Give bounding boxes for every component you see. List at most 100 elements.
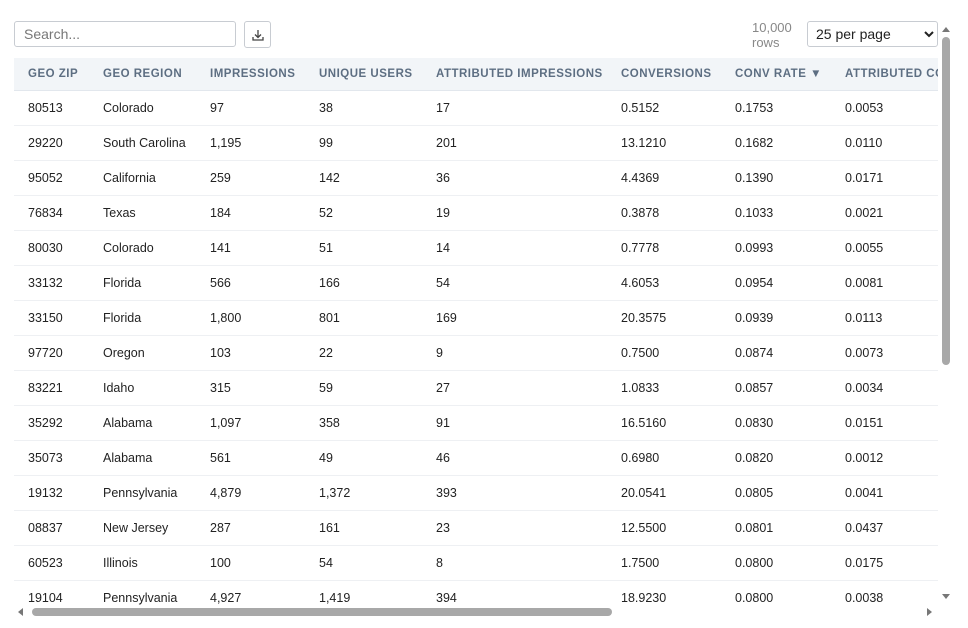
table-cell: 0.0073 [831, 335, 938, 371]
table-cell: Pennsylvania [89, 580, 196, 606]
table-cell: 20.3575 [607, 300, 721, 336]
table-cell: 17 [422, 90, 607, 126]
table-row: 80030 Colorado 141 51 14 0.7778 0.0993 0.0055 [14, 230, 938, 266]
table-cell: Idaho [89, 370, 196, 406]
row-count-value: 10,000 [752, 20, 792, 35]
table-cell: 561 [196, 440, 305, 476]
table-cell: 20.0541 [607, 475, 721, 511]
search-input[interactable] [14, 21, 236, 47]
table-cell: 51 [305, 230, 422, 266]
table-cell: 0.0034 [831, 370, 938, 406]
table-cell: Illinois [89, 545, 196, 581]
table-row: 80513 Colorado 97 38 17 0.5152 0.1753 0.0053 [14, 90, 938, 126]
table-cell: 566 [196, 265, 305, 301]
table-cell: 46 [422, 440, 607, 476]
table-row: 95052 California 259 142 36 4.4369 0.1390 0.017… [14, 160, 938, 196]
table-cell: 22 [305, 335, 422, 371]
column-header[interactable]: ATTRIBUTED CO [831, 58, 938, 91]
table-cell: 16.5160 [607, 405, 721, 441]
table-cell: 0.0012 [831, 440, 938, 476]
table-cell: 36 [422, 160, 607, 196]
table-cell: 97 [196, 90, 305, 126]
column-header[interactable]: IMPRESSIONS [196, 58, 305, 91]
table-cell: 60523 [14, 545, 89, 581]
table-cell: 1,097 [196, 405, 305, 441]
table-row: 33150 Florida 1,800 801 169 20.3575 0.0939 0.01… [14, 300, 938, 336]
table-cell: 1,419 [305, 580, 422, 606]
table-cell: New Jersey [89, 510, 196, 546]
column-header[interactable]: GEO REGION [89, 58, 196, 91]
table-cell: 19 [422, 195, 607, 231]
table-cell: 14 [422, 230, 607, 266]
table-cell: 0.0857 [721, 370, 831, 406]
column-header[interactable]: ATTRIBUTED IMPRESSIONS [422, 58, 607, 91]
table-row: 19132 Pennsylvania 4,879 1,372 393 20.0541 0.0… [14, 475, 938, 511]
table-cell: Alabama [89, 405, 196, 441]
table-cell: 0.0437 [831, 510, 938, 546]
table-cell: 23 [422, 510, 607, 546]
table-cell: 0.0800 [721, 580, 831, 606]
page-size-select[interactable]: 25 per page [807, 21, 938, 47]
table-cell: 33150 [14, 300, 89, 336]
table-cell: 100 [196, 545, 305, 581]
horizontal-scrollbar[interactable] [14, 606, 938, 618]
table-cell: Colorado [89, 90, 196, 126]
table-cell: Alabama [89, 440, 196, 476]
table-cell: 259 [196, 160, 305, 196]
data-table: GEO ZIP GEO REGION IMPRESSIONS UNIQUE USERS… [14, 58, 938, 606]
row-count-unit: rows [752, 35, 780, 50]
table-cell: 1.0833 [607, 370, 721, 406]
table-cell: 394 [422, 580, 607, 606]
table-row: 33132 Florida 566 166 54 4.6053 0.0954 0.0081 [14, 265, 938, 301]
table-cell: Colorado [89, 230, 196, 266]
table-cell: 0.0820 [721, 440, 831, 476]
table-container: GEO ZIP GEO REGION IMPRESSIONS UNIQUE USERS… [14, 58, 938, 606]
table-cell: 0.1390 [721, 160, 831, 196]
table-cell: 33132 [14, 265, 89, 301]
table-cell: 52 [305, 195, 422, 231]
table-cell: 0.0801 [721, 510, 831, 546]
table-cell: 18.9230 [607, 580, 721, 606]
table-cell: 0.0110 [831, 125, 938, 161]
table-cell: 1.7500 [607, 545, 721, 581]
table-cell: 1,372 [305, 475, 422, 511]
table-row: 29220 South Carolina 1,195 99 201 13.1210 0.16… [14, 125, 938, 161]
table-cell: 76834 [14, 195, 89, 231]
table-cell: Florida [89, 300, 196, 336]
table-cell: 27 [422, 370, 607, 406]
table-cell: 9 [422, 335, 607, 371]
column-header[interactable]: UNIQUE USERS [305, 58, 422, 91]
table-cell: California [89, 160, 196, 196]
table-cell: 0.0055 [831, 230, 938, 266]
table-cell: Pennsylvania [89, 475, 196, 511]
table-cell: Florida [89, 265, 196, 301]
column-header[interactable]: CONVERSIONS [607, 58, 721, 91]
table-cell: 0.0805 [721, 475, 831, 511]
table-cell: 54 [305, 545, 422, 581]
vertical-scrollbar[interactable] [940, 24, 952, 604]
table-cell: 0.6980 [607, 440, 721, 476]
table-row: 35292 Alabama 1,097 358 91 16.5160 0.0830 0.015… [14, 405, 938, 441]
table-cell: 35073 [14, 440, 89, 476]
table-cell: 0.0939 [721, 300, 831, 336]
table-cell: 29220 [14, 125, 89, 161]
table-row: 97720 Oregon 103 22 9 0.7500 0.0874 0.0073 [14, 335, 938, 371]
table-cell: 801 [305, 300, 422, 336]
table-cell: 0.0830 [721, 405, 831, 441]
table-cell: 0.3878 [607, 195, 721, 231]
table-cell: 0.0171 [831, 160, 938, 196]
table-cell: South Carolina [89, 125, 196, 161]
table-cell: 4,927 [196, 580, 305, 606]
column-header[interactable]: GEO ZIP [14, 58, 89, 91]
table-cell: 8 [422, 545, 607, 581]
table-cell: 201 [422, 125, 607, 161]
table-cell: 0.1682 [721, 125, 831, 161]
table-cell: 0.0993 [721, 230, 831, 266]
table-cell: 0.0081 [831, 265, 938, 301]
header-row: GEO ZIP GEO REGION IMPRESSIONS UNIQUE USERS… [14, 58, 938, 91]
download-button[interactable] [244, 21, 271, 48]
column-header[interactable]: CONV RATE ▼ [721, 58, 831, 91]
table-cell: 142 [305, 160, 422, 196]
table-cell: 80030 [14, 230, 89, 266]
